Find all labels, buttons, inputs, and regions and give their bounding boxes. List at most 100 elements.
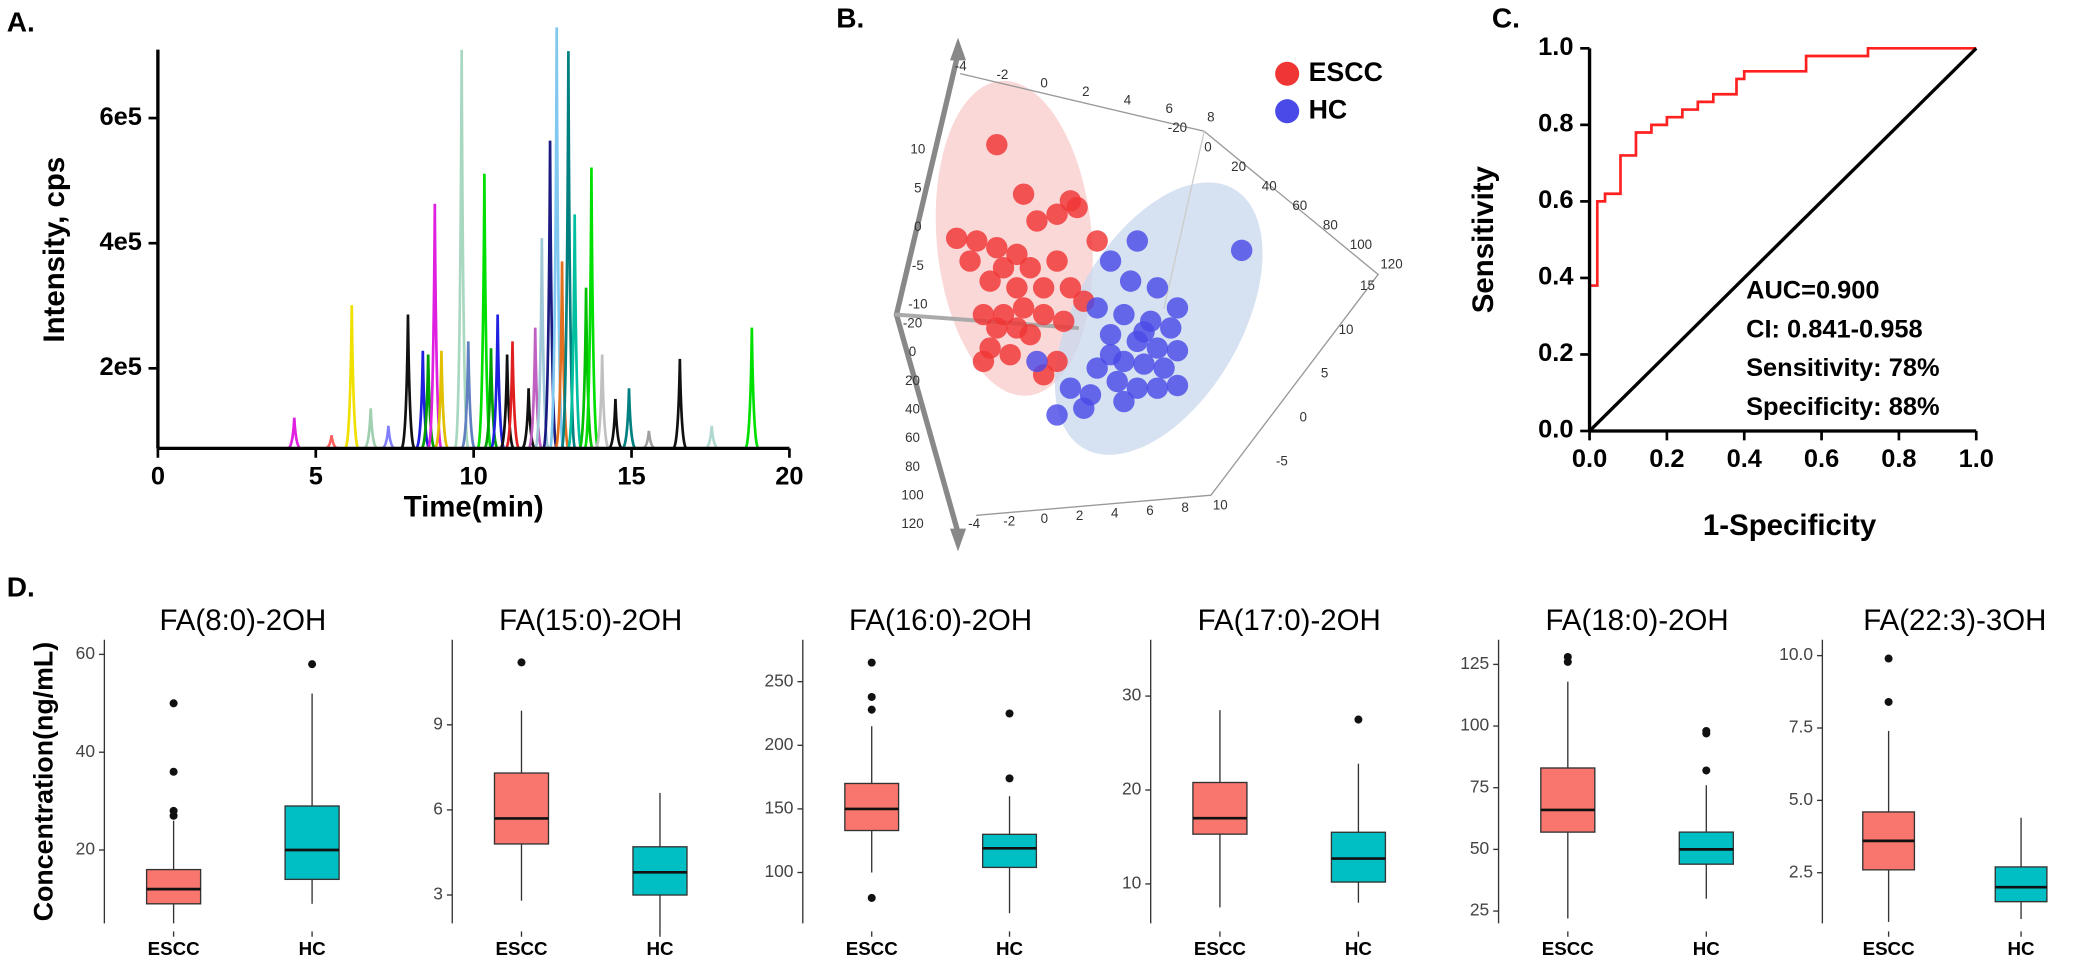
outlier xyxy=(169,699,178,708)
x-tick-label: ESCC xyxy=(148,938,200,959)
peak xyxy=(520,388,537,450)
x-tick-label: 0.0 xyxy=(1572,445,1607,473)
outlier xyxy=(867,658,876,667)
axis-3d-tick-label: 40 xyxy=(1262,179,1277,194)
peak xyxy=(414,350,431,450)
x-tick-label: HC xyxy=(299,938,326,959)
point xyxy=(1046,350,1068,373)
peak xyxy=(343,305,360,450)
axis-3d-tick-label: 0 xyxy=(1041,511,1048,526)
y-tick-label: 200 xyxy=(764,734,793,754)
point xyxy=(1106,370,1128,393)
point xyxy=(1099,250,1122,272)
point xyxy=(972,350,995,373)
y-tick-label: 100 xyxy=(1460,715,1489,735)
outlier xyxy=(1702,726,1711,736)
peak xyxy=(381,425,396,450)
x-tick-label: HC xyxy=(646,938,673,959)
point xyxy=(972,303,995,326)
panel-label: B. xyxy=(836,3,864,34)
axis-3d-tick-label: 80 xyxy=(1323,218,1338,233)
box xyxy=(1540,767,1596,833)
arrow-head xyxy=(949,528,967,552)
legend-marker xyxy=(1275,61,1300,86)
point xyxy=(945,227,968,250)
point xyxy=(1160,317,1182,339)
point xyxy=(1066,196,1088,219)
point xyxy=(992,257,1015,279)
axis-3d-tick-label: 100 xyxy=(901,488,923,503)
box xyxy=(981,833,1038,869)
y-tick-label: 5.0 xyxy=(1789,789,1813,809)
x-tick-label: 0.2 xyxy=(1649,445,1684,473)
axis-3d-tick-label: 0 xyxy=(1040,76,1047,91)
x-tick-label: 0.8 xyxy=(1881,445,1916,473)
axis-3d-tick-label: -20 xyxy=(1168,120,1187,135)
peak xyxy=(324,435,339,450)
y-tick-label: 4e5 xyxy=(99,228,141,256)
x-tick-label: 20 xyxy=(775,463,803,491)
point xyxy=(1046,203,1068,225)
y-tick-label: 3 xyxy=(433,884,443,904)
y-tick-label: 10.0 xyxy=(1779,644,1813,664)
box xyxy=(1330,831,1387,883)
outlier xyxy=(308,660,317,669)
y-tick-label: 0.0 xyxy=(1538,416,1573,444)
peak xyxy=(704,425,719,450)
point xyxy=(966,230,988,252)
point xyxy=(1099,323,1122,346)
point xyxy=(1230,239,1253,262)
axis-3d-tick-label: 80 xyxy=(905,459,920,474)
point xyxy=(959,250,981,272)
box-title: FA(8:0)-2OH xyxy=(159,604,326,637)
peak xyxy=(527,327,544,450)
x-tick-label: 1.0 xyxy=(1959,445,1994,473)
axis-3d-tick-label: 15 xyxy=(1360,278,1375,293)
peak xyxy=(287,417,302,450)
point xyxy=(986,236,1008,259)
axis-3d-tick-label: 5 xyxy=(1321,366,1328,381)
x-tick-label: 10 xyxy=(460,463,488,491)
panel-label: A. xyxy=(7,7,35,38)
peak xyxy=(743,327,760,450)
axis-3d-tick-label: -4 xyxy=(968,516,980,531)
peak xyxy=(363,408,379,450)
annotation: Specificity: 88% xyxy=(1746,393,1939,421)
box-title: FA(22:3)-3OH xyxy=(1863,604,2046,637)
box xyxy=(632,846,688,896)
y-tick-label: 60 xyxy=(76,643,95,663)
point xyxy=(1006,243,1028,266)
point xyxy=(1032,277,1055,299)
x-tick-label: 5 xyxy=(309,463,323,491)
y-tick-label: 50 xyxy=(1470,838,1489,858)
point xyxy=(999,344,1021,366)
roc-line xyxy=(1588,46,1977,431)
x-tick-label: HC xyxy=(2008,938,2035,959)
point xyxy=(1053,310,1075,332)
outlier xyxy=(1884,697,1893,706)
axis-3d-tick-label: 60 xyxy=(1292,198,1307,213)
legend-marker xyxy=(1275,99,1300,124)
x-tick-label: 0.6 xyxy=(1804,445,1839,473)
x-tick-label: HC xyxy=(1345,938,1372,959)
y-tick-label: 250 xyxy=(764,670,793,690)
x-tick-label: HC xyxy=(996,938,1023,959)
axis-3d-tick-label: 4 xyxy=(1111,505,1119,520)
peak xyxy=(542,140,559,450)
peak xyxy=(620,388,638,450)
peak xyxy=(499,354,516,450)
y-tick-label: 75 xyxy=(1470,776,1489,796)
point xyxy=(1086,357,1108,379)
outlier xyxy=(169,767,178,776)
y-tick-label: 7.5 xyxy=(1789,717,1813,737)
point xyxy=(1126,377,1149,399)
y-axis-title: Concentration(ng/mL) xyxy=(29,642,59,921)
y-axis-title: Sensitivity xyxy=(1467,165,1500,313)
point xyxy=(1133,321,1155,343)
point xyxy=(1012,183,1035,205)
point xyxy=(1146,377,1169,399)
axis-3d-tick-label: 2 xyxy=(1082,84,1089,99)
axis-3d-tick-label: -5 xyxy=(1276,453,1288,468)
peak xyxy=(578,287,595,450)
